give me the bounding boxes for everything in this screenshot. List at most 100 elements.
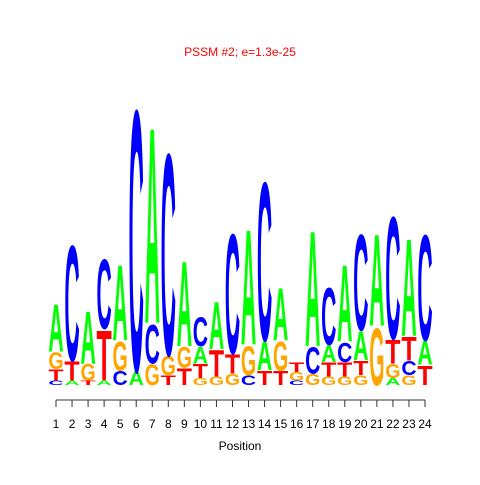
- logo-letter: G: [241, 336, 256, 383]
- logo-letter: C: [193, 309, 208, 356]
- logo-letter: T: [97, 317, 112, 397]
- logo-letter: T: [161, 373, 177, 388]
- logo-letter: G: [161, 351, 176, 382]
- x-tick-label: 7: [149, 417, 156, 431]
- logo-letter: T: [417, 360, 432, 392]
- logo-letter: G: [225, 371, 240, 389]
- logo-letter: C: [145, 313, 160, 375]
- logo-letter: A: [321, 341, 336, 367]
- logo-letter: G: [145, 359, 160, 392]
- logo-letter: C: [129, 33, 144, 451]
- logo-letter: T: [193, 360, 208, 382]
- logo-letter: A: [305, 196, 320, 381]
- logo-letter: C: [321, 270, 336, 362]
- logo-letter: A: [48, 291, 63, 367]
- logo-letter: A: [129, 368, 144, 390]
- x-tick-label: 15: [274, 417, 288, 431]
- logo-letter: A: [97, 380, 112, 387]
- logo-letter: G: [113, 332, 128, 379]
- x-tick-label: 17: [306, 417, 320, 431]
- logo-letter: G: [369, 311, 384, 403]
- logo-letter: G: [305, 371, 320, 389]
- logo-letter: C: [113, 368, 128, 390]
- x-tick-label: 23: [402, 417, 416, 431]
- logo-letter: T: [48, 367, 64, 384]
- x-tick-label: 1: [53, 417, 60, 431]
- logo-letter: C: [353, 205, 368, 359]
- logo-letter: G: [48, 347, 63, 374]
- logo-letter: G: [321, 375, 336, 388]
- x-tick-label: 18: [322, 417, 336, 431]
- x-tick-label: 3: [85, 417, 92, 431]
- logo-letter: C: [385, 181, 400, 376]
- x-tick-label: 13: [242, 417, 256, 431]
- logo-letter: A: [145, 70, 160, 383]
- logo-letter: C: [257, 136, 272, 389]
- logo-letter: G: [209, 375, 224, 388]
- logo-letter: G: [337, 375, 352, 388]
- logo-letter: T: [353, 357, 368, 379]
- logo-letter: G: [80, 359, 95, 386]
- logo-letter: A: [385, 377, 400, 388]
- logo-letter: T: [273, 367, 288, 389]
- logo-letter: G: [289, 370, 304, 383]
- logo-letter: G: [401, 373, 416, 389]
- logo-letter: A: [241, 194, 256, 379]
- logo-letter: T: [80, 380, 95, 387]
- x-tick-label: 14: [258, 417, 272, 431]
- logo-letter: C: [48, 380, 63, 387]
- x-tick-label: 9: [181, 417, 188, 431]
- logo-letter: C: [337, 338, 352, 368]
- logo-letter: C: [64, 210, 79, 395]
- logo-letter: T: [225, 348, 240, 380]
- x-tick-label: 8: [165, 417, 172, 431]
- logo-letter: T: [177, 364, 192, 390]
- logo-letter: G: [177, 342, 192, 375]
- chart-title: PSSM #2; e=1.3e-25: [184, 45, 296, 59]
- logo-letter: A: [80, 295, 95, 379]
- logo-letter: C: [241, 373, 256, 389]
- x-tick-label: 5: [117, 417, 124, 431]
- logo-letter: C: [161, 95, 176, 417]
- x-tick-label: 10: [194, 417, 208, 431]
- logo-letter: T: [209, 342, 225, 384]
- logo-letter: G: [385, 361, 400, 383]
- x-tick-label: 19: [338, 417, 352, 431]
- logo-letter: A: [369, 207, 384, 354]
- logo-letter: A: [337, 243, 352, 365]
- x-tick-label: 24: [418, 417, 432, 431]
- logo-letter: G: [193, 377, 208, 388]
- logo-letter: T: [337, 359, 352, 381]
- x-tick-label: 2: [69, 417, 76, 431]
- logo-letter: C: [97, 240, 112, 351]
- logo-letter: A: [417, 334, 432, 372]
- logo-letter: T: [385, 334, 400, 372]
- x-tick-label: 20: [354, 417, 368, 431]
- x-axis-label: Position: [219, 439, 262, 453]
- x-tick-label: 21: [370, 417, 384, 431]
- logo-letter: G: [273, 332, 288, 379]
- logo-letter: T: [321, 359, 336, 381]
- logo-letter: C: [289, 380, 304, 387]
- x-tick-label: 6: [133, 417, 140, 431]
- logo-letter: A: [177, 237, 192, 372]
- x-tick-label: 22: [386, 417, 400, 431]
- logo-letter: A: [209, 288, 224, 364]
- logo-letter: A: [193, 342, 208, 368]
- x-tick-label: 11: [210, 417, 223, 431]
- logo-letter: A: [273, 272, 288, 356]
- logo-letter: C: [305, 340, 320, 382]
- x-tick-label: 4: [101, 417, 108, 431]
- logo-letter: A: [401, 211, 416, 366]
- logo-letter: T: [289, 360, 305, 375]
- logo-letter: A: [113, 244, 128, 363]
- logo-letter: A: [353, 324, 368, 371]
- logo-letter: C: [225, 199, 240, 390]
- logo-letter: T: [257, 367, 272, 389]
- logo-letter: C: [401, 357, 416, 379]
- x-tick-label: 12: [226, 417, 240, 431]
- logo-letter: T: [64, 355, 79, 387]
- logo-letter: C: [417, 203, 432, 372]
- logo-letter: A: [257, 334, 272, 381]
